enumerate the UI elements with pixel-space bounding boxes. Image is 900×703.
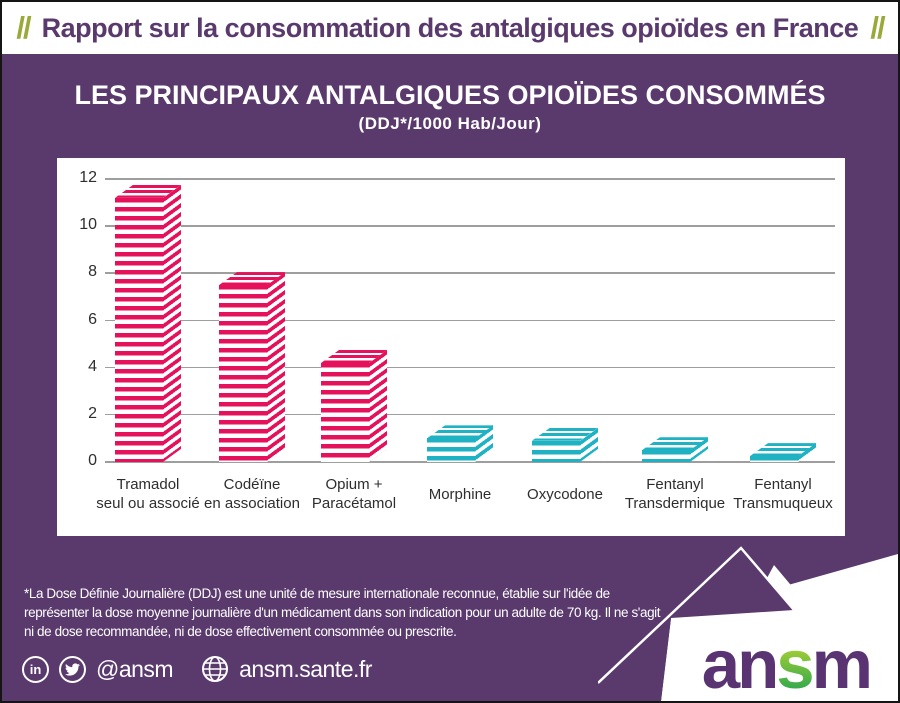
globe-icon <box>201 655 229 683</box>
white-wedge-shape <box>661 554 898 701</box>
website-url: ansm.sante.fr <box>239 655 372 682</box>
bar-cap <box>115 184 181 198</box>
gridline-8 <box>105 272 835 274</box>
y-tick-label-2: 2 <box>88 404 97 422</box>
bar-front <box>642 450 690 462</box>
y-tick-label-4: 4 <box>88 357 97 375</box>
gridline-4 <box>105 366 835 369</box>
x-axis-label-6: Fentanyl Transdermique <box>624 476 726 512</box>
twitter-bird-icon <box>65 662 80 676</box>
ansm-logo-an: an <box>701 626 780 703</box>
y-tick-label-8: 8 <box>88 263 97 281</box>
footnote-text: *La Dose Définie Journalière (DDJ) est u… <box>24 586 661 639</box>
bar-cap <box>219 272 285 286</box>
x-axis-label-3: Opium + Paracétamol <box>311 476 397 512</box>
x-axis-label-7: Fentanyl Transmuqueux <box>733 476 833 512</box>
header-title: Rapport sur la consommation des antalgiq… <box>41 12 859 43</box>
bar-cap <box>427 425 493 439</box>
bar-side <box>267 272 285 462</box>
bar-front <box>750 456 798 462</box>
chart-title: LES PRINCIPAUX ANTALGIQUES OPIOÏDES CONS… <box>74 80 826 110</box>
x-axis-label-2: Codéïne en association <box>204 476 300 512</box>
x-axis-label-1: Tramadol seul ou associé <box>96 476 200 512</box>
bar-cap <box>321 349 387 363</box>
bar-cap <box>642 437 708 451</box>
y-tick-label-12: 12 <box>79 169 97 187</box>
bar-side <box>163 184 181 462</box>
footer-social-row: in @ansm ansm.sante.fr <box>22 652 372 686</box>
bar-front <box>321 362 369 462</box>
ansm-logo: ansm <box>702 630 873 699</box>
gridline-10 <box>105 225 835 227</box>
twitter-icon <box>59 655 86 683</box>
bar-front <box>532 440 580 462</box>
x-axis-label-4: Morphine <box>428 485 492 503</box>
bar-front <box>219 285 267 462</box>
linkedin-icon: in <box>22 655 49 683</box>
bar-cap <box>750 443 816 457</box>
y-tick-label-10: 10 <box>79 216 97 234</box>
bar-front <box>427 438 475 462</box>
header-bar: // Rapport sur la consommation des antal… <box>2 2 898 54</box>
mountain-graphic <box>598 546 898 701</box>
gridline-6 <box>105 319 835 322</box>
y-tick-label-6: 6 <box>88 310 97 328</box>
y-tick-label-0: 0 <box>88 452 97 469</box>
ansm-logo-s: s <box>776 626 814 703</box>
gridline-12 <box>105 178 835 180</box>
plot-area: 0 2 4 6 8 10 12 Tramadol seul ou associé Codéïne… <box>57 158 845 536</box>
mountain-ridge-outline <box>598 546 795 684</box>
header-slashes-right: // <box>870 10 885 45</box>
chart-subtitle: (DDJ*/1000 Hab/Jour) <box>358 114 542 133</box>
social-handle: @ansm <box>96 655 174 682</box>
bar-cap <box>532 427 598 441</box>
chart-panel: 0 2 4 6 8 10 12 Tramadol seul ou associé Codéïne… <box>57 158 845 536</box>
header-slashes-left: // <box>16 10 31 45</box>
bar-front <box>115 197 163 462</box>
ansm-logo-m: m <box>811 626 873 703</box>
x-axis-label-5: Oxycodone <box>527 485 603 503</box>
gridline-2 <box>105 413 835 416</box>
bar-side <box>369 349 387 462</box>
mountain-shape <box>598 548 794 701</box>
